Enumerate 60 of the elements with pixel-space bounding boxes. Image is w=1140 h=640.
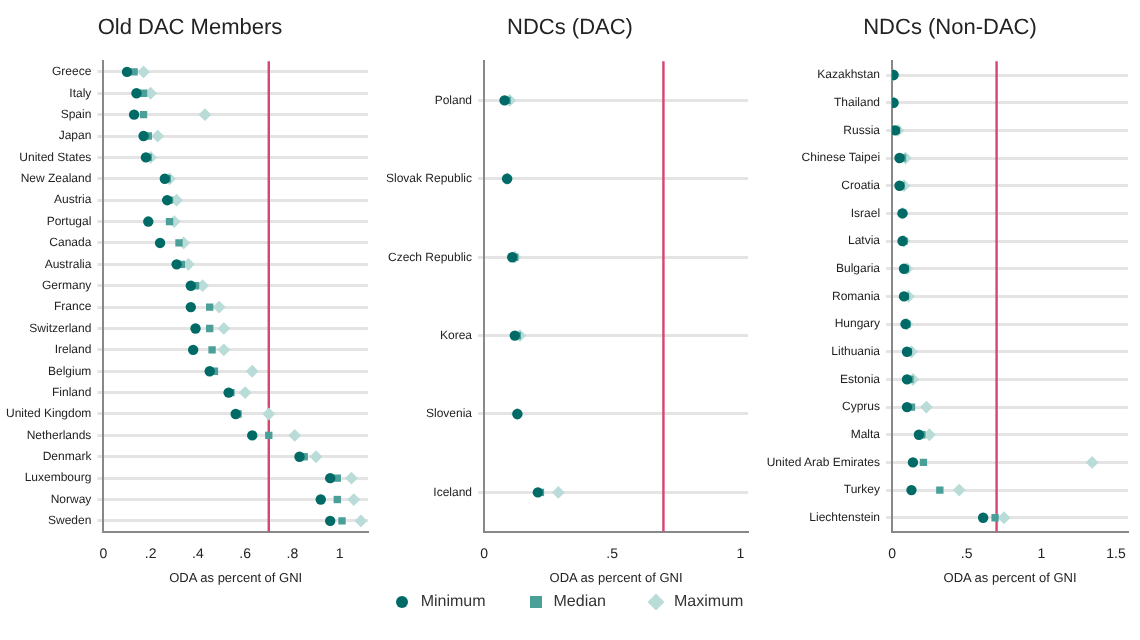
point [137, 65, 150, 79]
legend-label: Minimum [420, 592, 486, 610]
point [190, 323, 201, 334]
point [171, 259, 182, 270]
point [325, 472, 336, 484]
point [262, 407, 276, 421]
point [265, 431, 273, 440]
point [185, 301, 196, 313]
point [208, 346, 216, 354]
point [901, 401, 913, 413]
point [288, 428, 302, 442]
point [154, 237, 166, 249]
point [919, 458, 928, 467]
point [238, 386, 252, 400]
point [187, 344, 199, 356]
point [151, 129, 165, 143]
chart-title: NDCs (DAC) [505, 14, 635, 44]
point [991, 514, 999, 522]
point [245, 364, 259, 378]
point [121, 66, 133, 78]
point [206, 324, 214, 333]
point [345, 471, 358, 485]
point [139, 110, 148, 119]
point [131, 88, 142, 99]
point [217, 343, 231, 357]
point [919, 400, 933, 414]
point [901, 374, 913, 385]
point [138, 130, 149, 142]
point [185, 280, 196, 291]
legend-label: Maximum [674, 592, 744, 610]
chart-title: NDCs (Non-DAC) [861, 14, 1039, 44]
point [206, 303, 214, 311]
point [143, 216, 154, 227]
point [217, 322, 231, 335]
point [165, 217, 174, 226]
point [913, 429, 925, 440]
legend-label: Median [553, 592, 607, 610]
point [907, 457, 919, 468]
point [325, 515, 336, 527]
point [294, 451, 305, 462]
point [906, 484, 917, 496]
point [354, 514, 368, 528]
point [977, 512, 989, 523]
point [551, 486, 565, 499]
point [936, 486, 944, 494]
point [128, 109, 140, 120]
point [198, 108, 212, 122]
point [204, 366, 215, 377]
point [247, 430, 258, 441]
point [333, 495, 341, 504]
point [952, 483, 966, 497]
point [1085, 456, 1099, 469]
chart-title: Old DAC Members [95, 14, 285, 44]
point [212, 300, 226, 314]
point [338, 517, 346, 525]
point [997, 511, 1011, 525]
point [309, 450, 323, 464]
point [175, 239, 183, 247]
point [347, 493, 361, 506]
point [315, 494, 326, 505]
